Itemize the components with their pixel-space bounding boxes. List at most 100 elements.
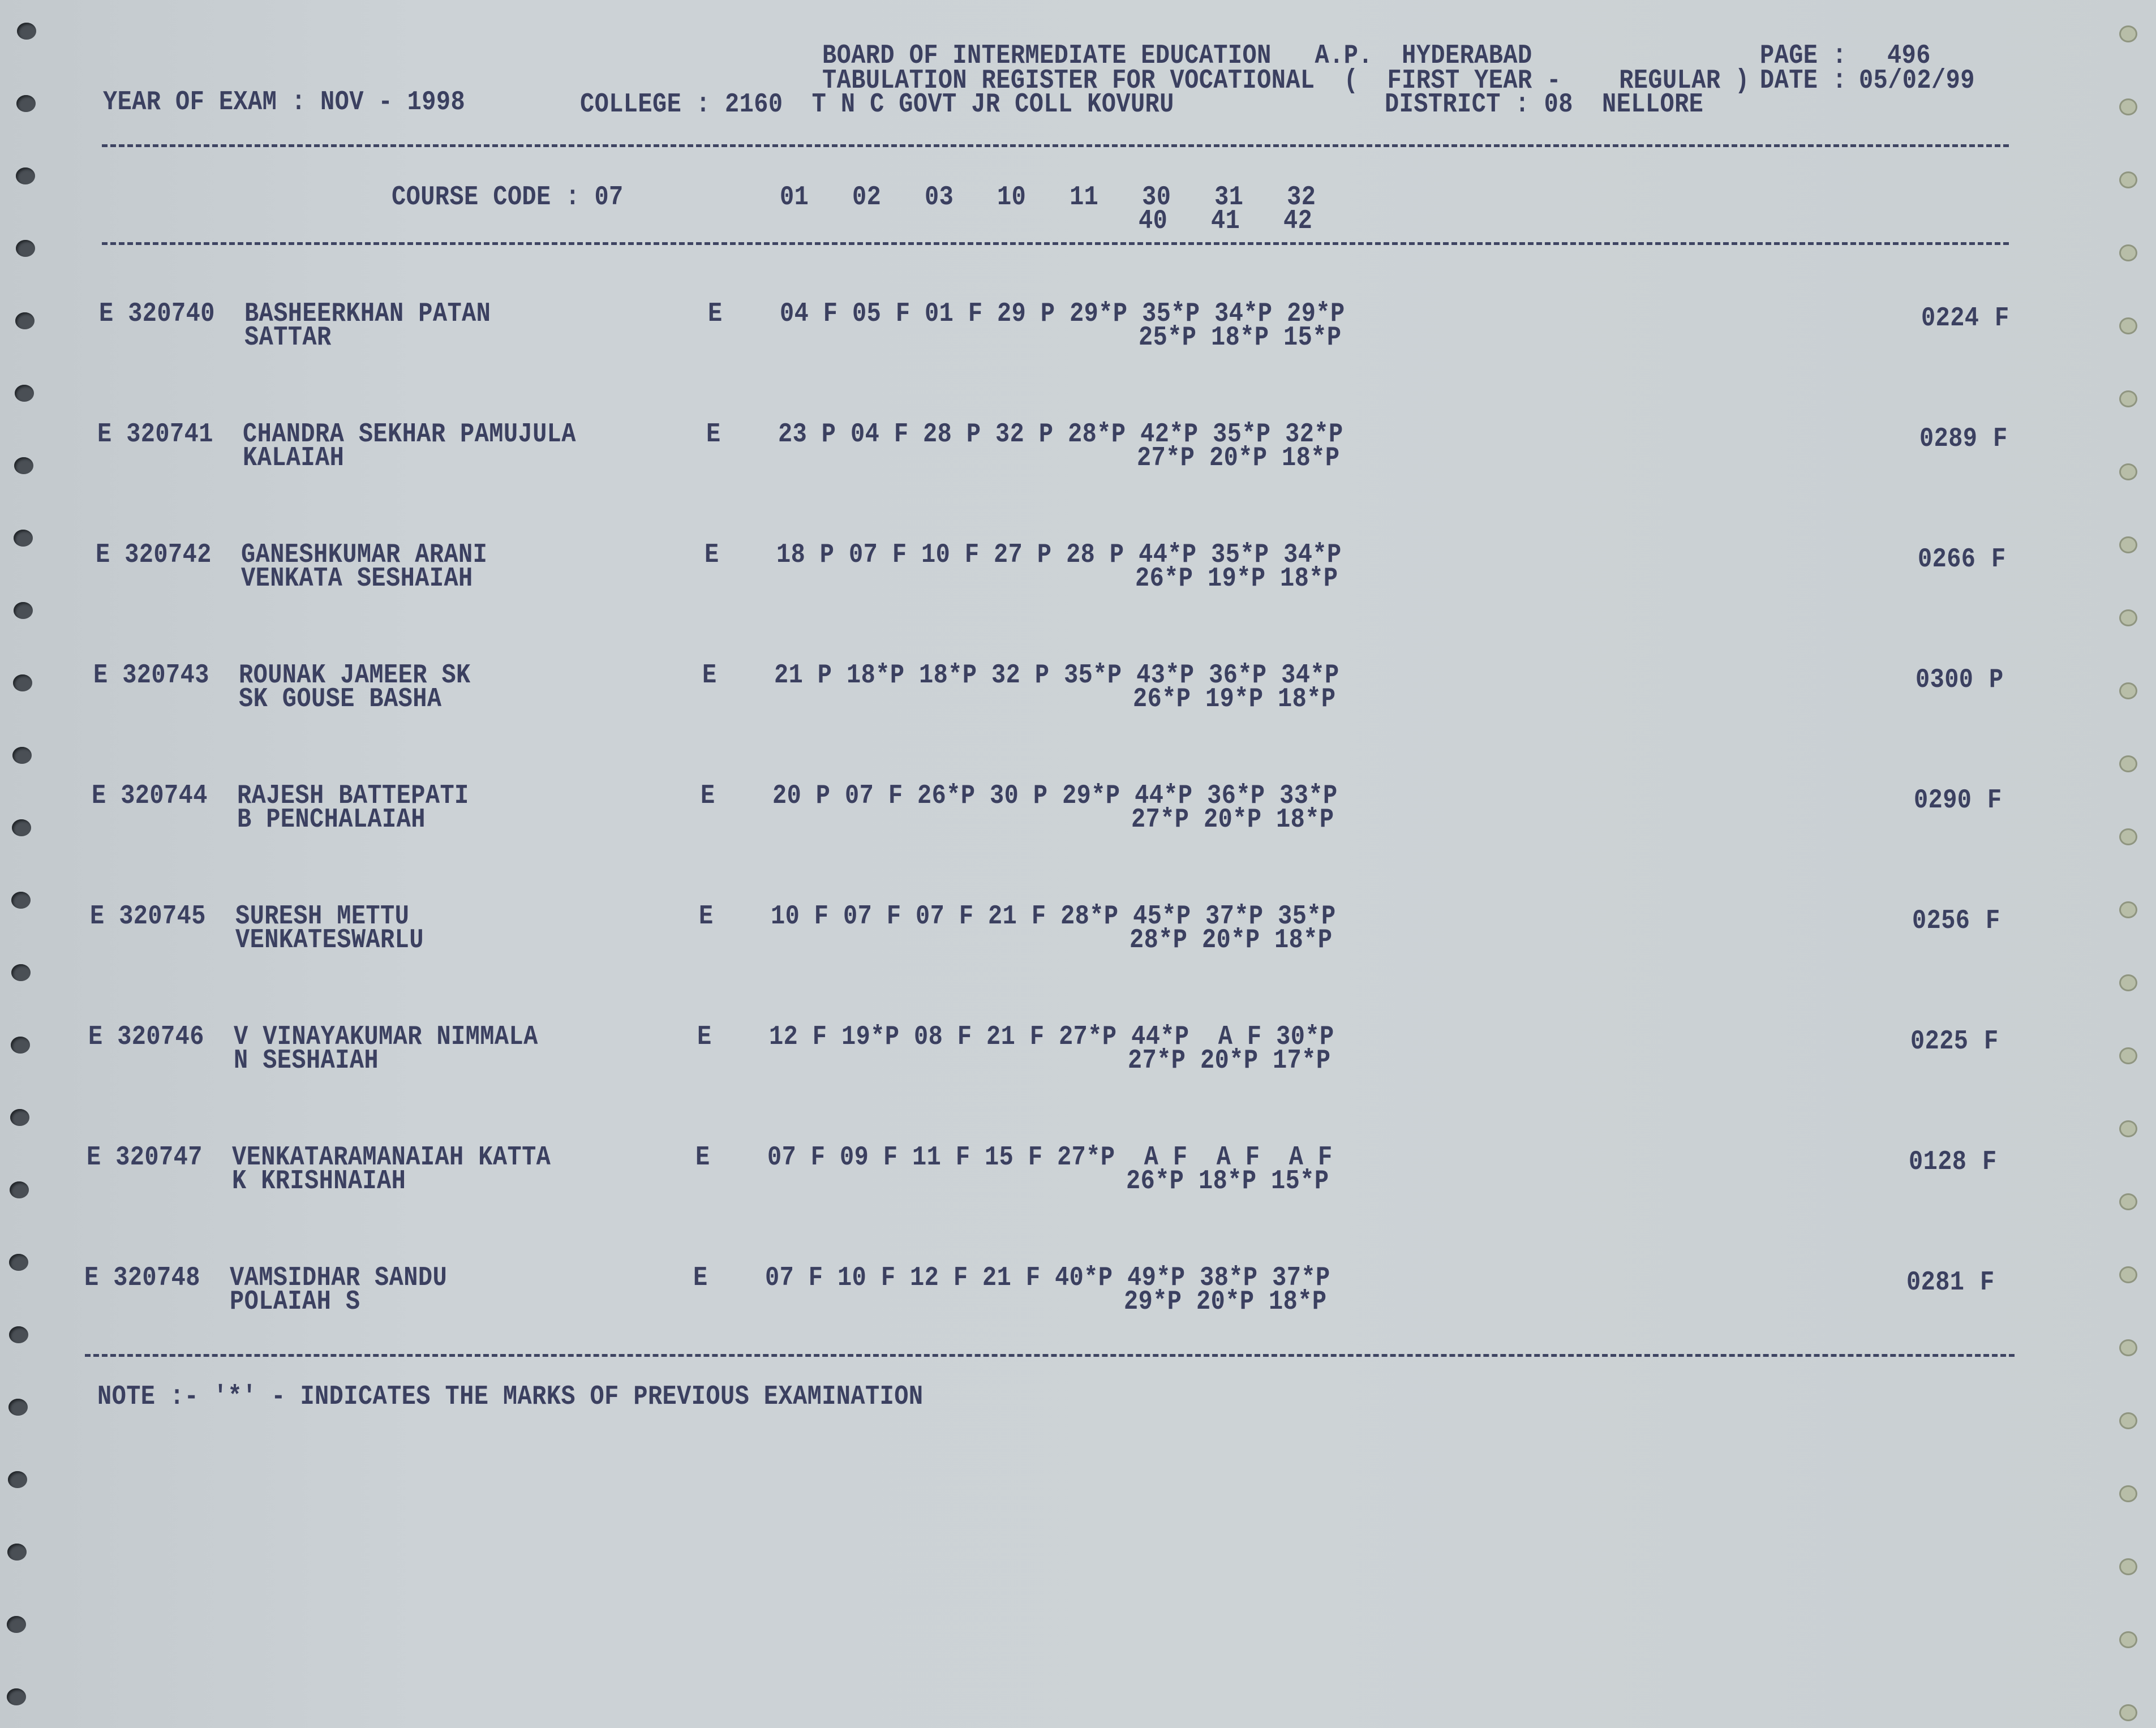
feed-hole-icon	[2119, 1412, 2137, 1429]
roll-number: E 320744	[92, 780, 208, 811]
total-marks: 0300	[1916, 664, 1974, 695]
marks-line2: 26*P 19*P 18*P	[1135, 562, 1338, 594]
student-name: ROUNAK JAMEER SK	[239, 659, 471, 691]
feed-hole-icon	[2119, 171, 2137, 188]
footnote: NOTE :- '*' - INDICATES THE MARKS OF PRE…	[97, 1381, 924, 1412]
feed-hole-icon	[11, 892, 31, 909]
total-marks: 0256	[1912, 905, 1970, 936]
student-name: BASHEERKHAN PATAN	[244, 298, 491, 329]
medium: E	[706, 418, 721, 450]
feed-hole-icon	[2119, 1120, 2137, 1137]
feed-hole-icon	[2119, 609, 2137, 626]
feed-hole-icon	[7, 1544, 27, 1561]
college: COLLEGE : 2160 T N C GOVT JR COLL KOVURU	[580, 88, 1174, 120]
feed-hole-icon	[10, 1181, 29, 1198]
feed-hole-icon	[8, 1471, 27, 1488]
father-name: SK GOUSE BASHA	[239, 683, 442, 715]
feed-hole-icon	[16, 240, 35, 257]
page-label: PAGE :	[1760, 40, 1847, 71]
marks-line1: 10 F 07 F 07 F 21 F 28*P 45*P 37*P 35*P	[771, 900, 1336, 932]
result: F	[1980, 1266, 1995, 1298]
student-name: SURESH METTU	[235, 900, 410, 932]
feed-hole-icon	[14, 602, 33, 619]
total-marks: 0128	[1909, 1146, 1967, 1177]
feed-hole-icon	[15, 385, 34, 402]
year-of-exam: YEAR OF EXAM : NOV - 1998	[103, 86, 466, 118]
result: P	[1989, 664, 2004, 695]
medium: E	[695, 1141, 710, 1173]
marks-line2: 25*P 18*P 15*P	[1139, 321, 1342, 353]
feed-hole-icon	[2119, 1631, 2137, 1648]
roll-number: E 320745	[90, 900, 206, 932]
divider	[102, 144, 2009, 147]
student-name: V VINAYAKUMAR NIMMALA	[234, 1021, 538, 1052]
result: F	[1982, 1146, 1997, 1177]
marks-line1: 12 F 19*P 08 F 21 F 27*P 44*P A F 30*P	[769, 1021, 1334, 1052]
total-marks: 0290	[1914, 784, 1972, 816]
feed-hole-icon	[2119, 1704, 2137, 1721]
feed-hole-icon	[10, 1109, 29, 1126]
feed-hole-icon	[2119, 755, 2137, 772]
feed-hole-icon	[11, 964, 31, 981]
marks-line1: 20 P 07 F 26*P 30 P 29*P 44*P 36*P 33*P	[772, 780, 1338, 811]
father-name: VENKATESWARLU	[235, 924, 424, 956]
medium: E	[693, 1262, 708, 1293]
district: DISTRICT : 08 NELLORE	[1385, 88, 1704, 120]
feed-hole-icon	[13, 674, 32, 691]
student-name: GANESHKUMAR ARANI	[241, 539, 488, 570]
student-name: CHANDRA SEKHAR PAMUJULA	[243, 418, 576, 450]
feed-hole-icon	[2119, 536, 2137, 553]
marks-line2: 26*P 19*P 18*P	[1133, 683, 1336, 715]
medium: E	[699, 900, 714, 932]
feed-hole-icon	[2119, 1193, 2137, 1210]
date-label: DATE :	[1760, 65, 1847, 96]
result: F	[1991, 543, 2006, 575]
feed-hole-icon	[2119, 682, 2137, 699]
student-name: VENKATARAMANAIAH KATTA	[232, 1141, 551, 1173]
feed-hole-icon	[2119, 463, 2137, 480]
result: F	[1995, 302, 2009, 334]
feed-hole-icon	[14, 530, 33, 547]
roll-number: E 320743	[93, 659, 209, 691]
feed-hole-icon	[16, 167, 35, 184]
feed-hole-icon	[2119, 25, 2137, 42]
marks-line1: 07 F 09 F 11 F 15 F 27*P A F A F A F	[767, 1141, 1333, 1173]
feed-hole-icon	[2119, 317, 2137, 334]
marks-line1: 18 P 07 F 10 F 27 P 28 P 44*P 35*P 34*P	[776, 539, 1342, 570]
marks-line2: 28*P 20*P 18*P	[1129, 924, 1333, 956]
roll-number: E 320742	[96, 539, 212, 570]
total-marks: 0281	[1906, 1266, 1965, 1298]
course-code: COURSE CODE : 07	[392, 181, 624, 213]
medium: E	[702, 659, 717, 691]
feed-hole-icon	[2119, 974, 2137, 991]
print-date: 05/02/99	[1859, 65, 1975, 96]
feed-hole-icon	[16, 95, 36, 112]
feed-hole-icon	[9, 1326, 28, 1343]
medium: E	[705, 539, 719, 570]
feed-hole-icon	[2119, 828, 2137, 845]
divider	[102, 242, 2009, 245]
father-name: N SESHAIAH	[234, 1044, 379, 1076]
result: F	[1984, 1025, 1999, 1057]
father-name: POLAIAH S	[230, 1286, 360, 1317]
feed-hole-icon	[11, 1037, 30, 1054]
father-name: VENKATA SESHAIAH	[241, 562, 473, 594]
feed-hole-icon	[17, 23, 36, 40]
marks-line1: 21 P 18*P 18*P 32 P 35*P 43*P 36*P 34*P	[774, 659, 1339, 691]
marks-line2: 26*P 18*P 15*P	[1126, 1165, 1329, 1197]
roll-number: E 320747	[87, 1141, 203, 1173]
marks-line2: 29*P 20*P 18*P	[1124, 1286, 1327, 1317]
marks-line1: 07 F 10 F 12 F 21 F 40*P 49*P 38*P 37*P	[765, 1262, 1330, 1293]
medium: E	[701, 780, 715, 811]
roll-number: E 320748	[84, 1262, 200, 1293]
result: F	[1993, 423, 2008, 454]
feed-hole-icon	[14, 457, 33, 474]
father-name: B PENCHALAIAH	[237, 803, 426, 835]
page-number: 496	[1887, 40, 1931, 71]
feed-hole-icon	[12, 819, 31, 836]
student-name: VAMSIDHAR SANDU	[230, 1262, 448, 1293]
result: F	[1986, 905, 2000, 936]
feed-hole-icon	[2119, 244, 2137, 261]
roll-number: E 320741	[97, 418, 213, 450]
feed-hole-icon	[2119, 1485, 2137, 1502]
